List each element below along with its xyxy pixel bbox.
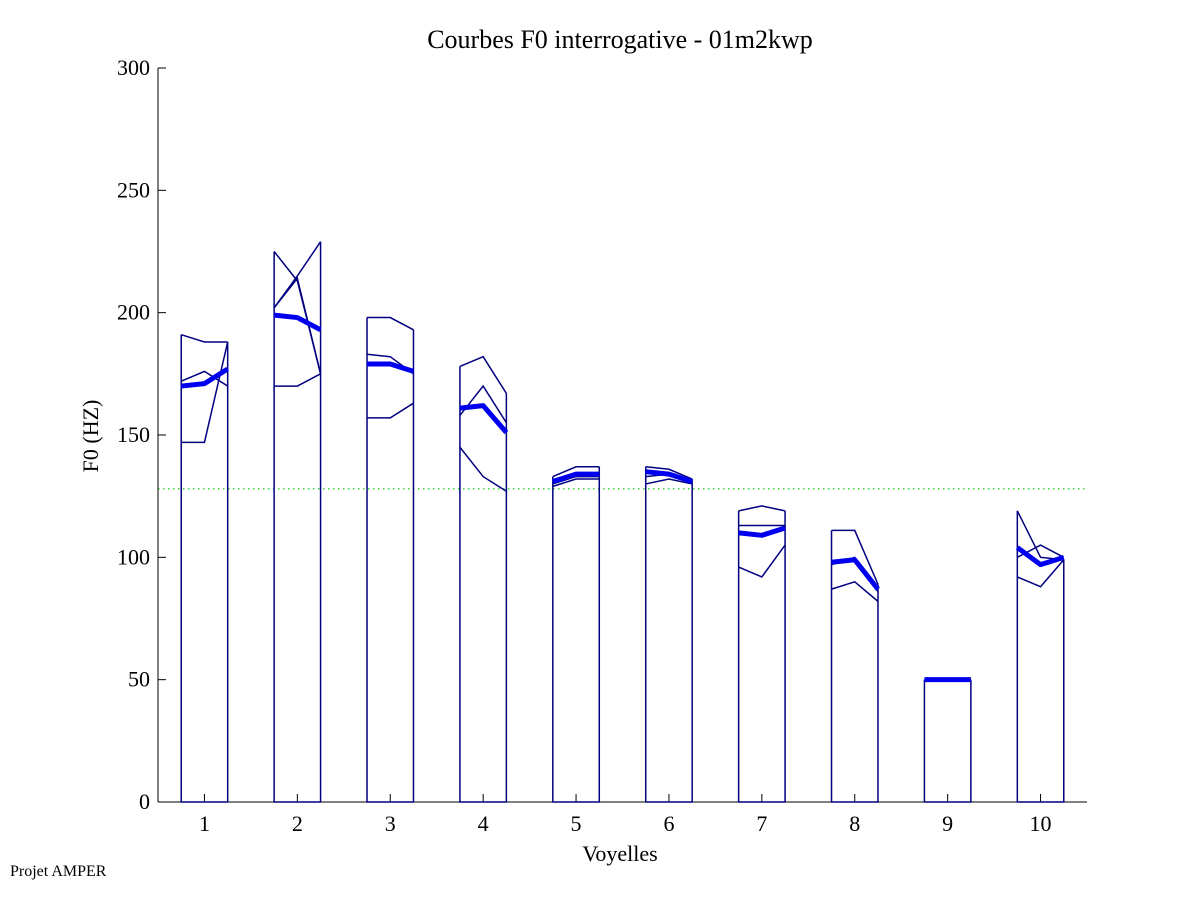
f0-curve [831,580,879,602]
vowel-box [459,366,508,803]
y-tick-label: 200 [117,300,150,325]
f0-curve [180,333,228,343]
x-tick-label: 9 [942,811,953,836]
x-tick-label: 7 [756,811,767,836]
f0-curve [181,341,229,444]
vowel-box [180,334,229,803]
vowel-box [644,466,693,803]
vowel-box [923,679,972,803]
f0-curve [552,466,600,478]
y-tick-label: 0 [139,789,150,814]
vowel-box [737,510,786,803]
f0-mean-curve [367,361,415,374]
f0-curve [738,544,786,578]
f0-mean-curve [645,469,693,484]
y-tick-label: 300 [117,55,150,80]
f0-curve [274,373,321,387]
vowel-box [552,466,601,803]
y-axis-title: F0 (HZ) [78,400,103,473]
vowel-box [1016,510,1065,803]
vowel-box [830,530,879,803]
plot-area: 0 50 100 150 200 250 300 1 2 3 4 5 6 7 8 9 10 [117,55,1087,836]
f0-curve [180,370,229,387]
vowel-box [273,241,322,803]
f0-curve [459,355,508,394]
x-tick-label: 2 [292,811,303,836]
f0-mean-curve [1015,545,1065,568]
f0-mean-curve [831,557,880,591]
y-tick-label: 150 [117,422,150,447]
x-tick-label: 1 [199,811,210,836]
footer-credit: Projet AMPER [10,863,107,880]
f0-curve [273,251,322,375]
x-tick-label: 6 [663,811,674,836]
f0-curve [1017,559,1065,588]
y-tick-label: 100 [117,544,150,569]
y-tick-label: 250 [117,177,150,202]
chart-title: Courbes F0 interrogative - 01m2kwp [427,25,813,54]
vowel-box [366,317,415,803]
x-tick-label: 10 [1030,811,1052,836]
x-axis-title: Voyelles [582,841,657,866]
f0-curve [552,478,600,488]
f0-mean-curve [552,471,600,484]
f0-curve [367,316,414,331]
f0-curve [273,241,322,309]
f0-curve [645,466,693,480]
f0-mean-curve [738,525,786,538]
x-tick-label: 5 [571,811,582,836]
f0-curve [831,529,879,585]
x-tick-label: 3 [385,811,396,836]
f0-mean-curve [273,312,322,333]
f0-curve [367,402,414,419]
x-tick-label: 4 [478,811,489,836]
y-tick-label: 50 [128,667,150,692]
f0-curve [459,446,507,492]
f0-mean-curve [180,366,230,389]
f0-curve [645,478,693,485]
f0-mean-curve [459,403,509,435]
f0-curve [738,505,786,512]
x-tick-label: 8 [849,811,860,836]
